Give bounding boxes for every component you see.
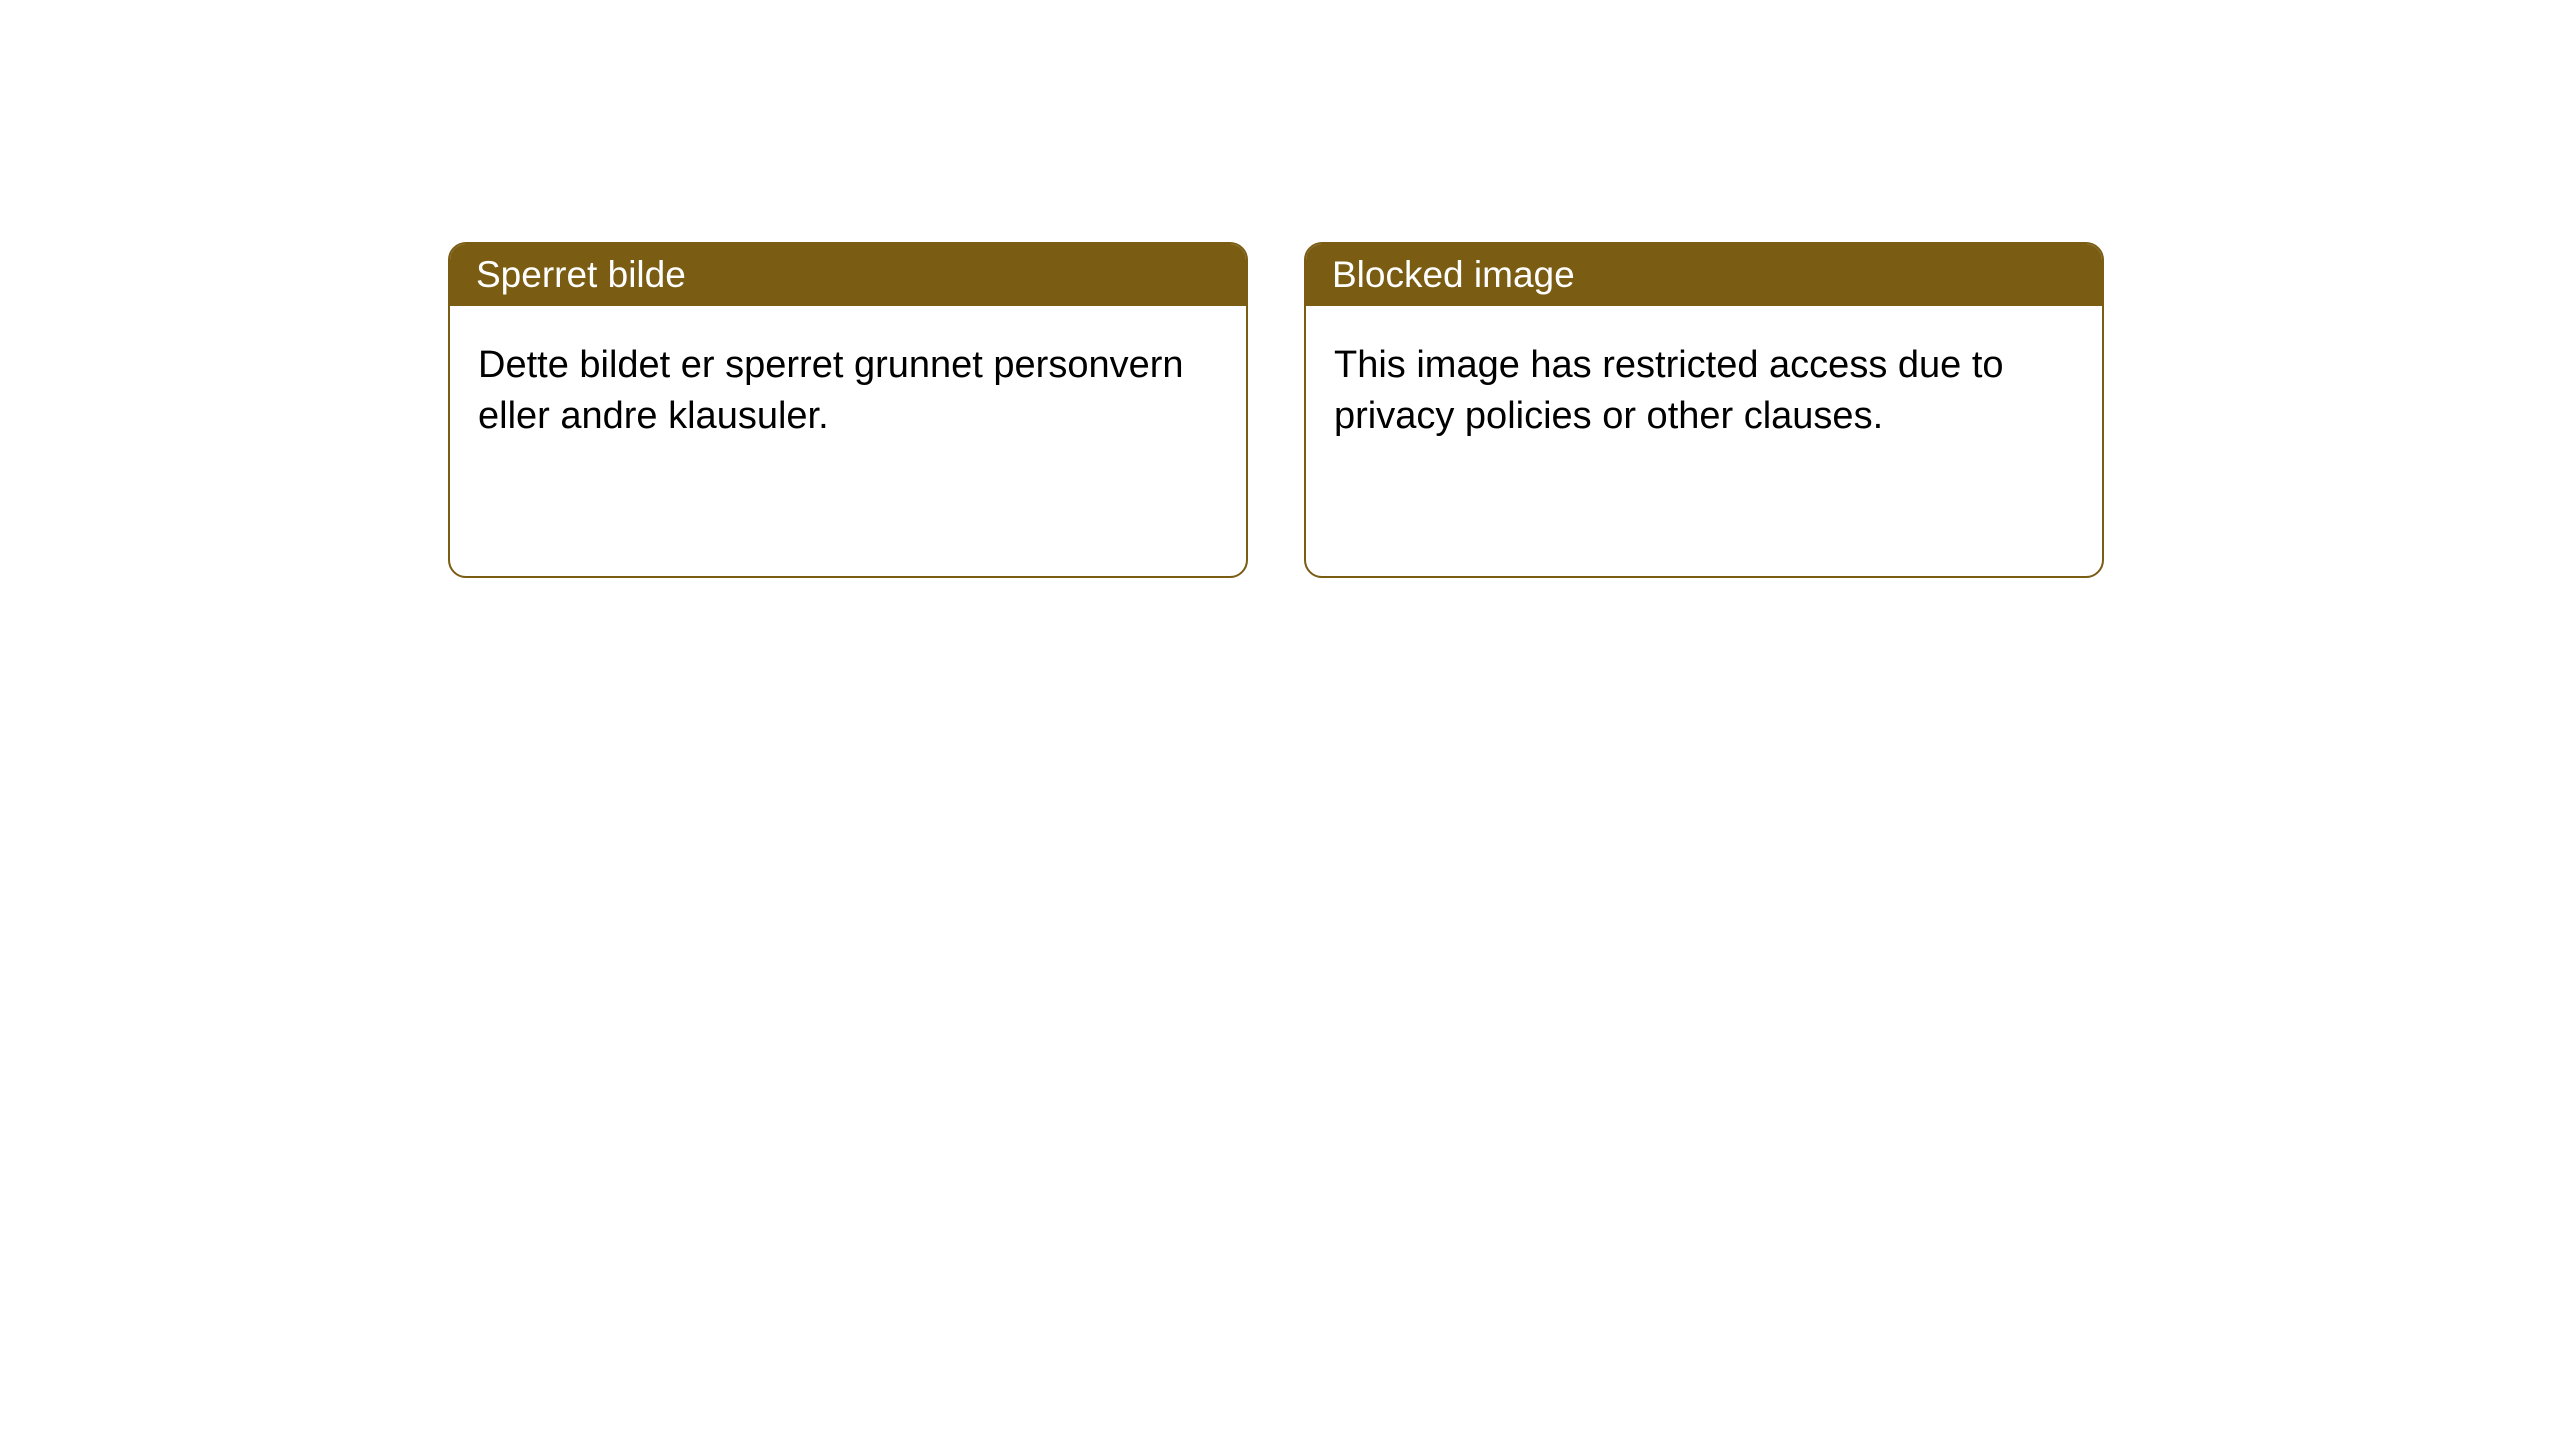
notice-title: Sperret bilde bbox=[476, 254, 686, 295]
notice-text: Dette bildet er sperret grunnet personve… bbox=[478, 344, 1184, 437]
notice-container: Sperret bilde Dette bildet er sperret gr… bbox=[0, 0, 2560, 578]
notice-title: Blocked image bbox=[1332, 254, 1575, 295]
notice-body: Dette bildet er sperret grunnet personve… bbox=[450, 306, 1246, 477]
notice-header: Sperret bilde bbox=[450, 244, 1246, 306]
notice-card-english: Blocked image This image has restricted … bbox=[1304, 242, 2104, 578]
notice-card-norwegian: Sperret bilde Dette bildet er sperret gr… bbox=[448, 242, 1248, 578]
notice-body: This image has restricted access due to … bbox=[1306, 306, 2102, 477]
notice-header: Blocked image bbox=[1306, 244, 2102, 306]
notice-text: This image has restricted access due to … bbox=[1334, 344, 2004, 437]
